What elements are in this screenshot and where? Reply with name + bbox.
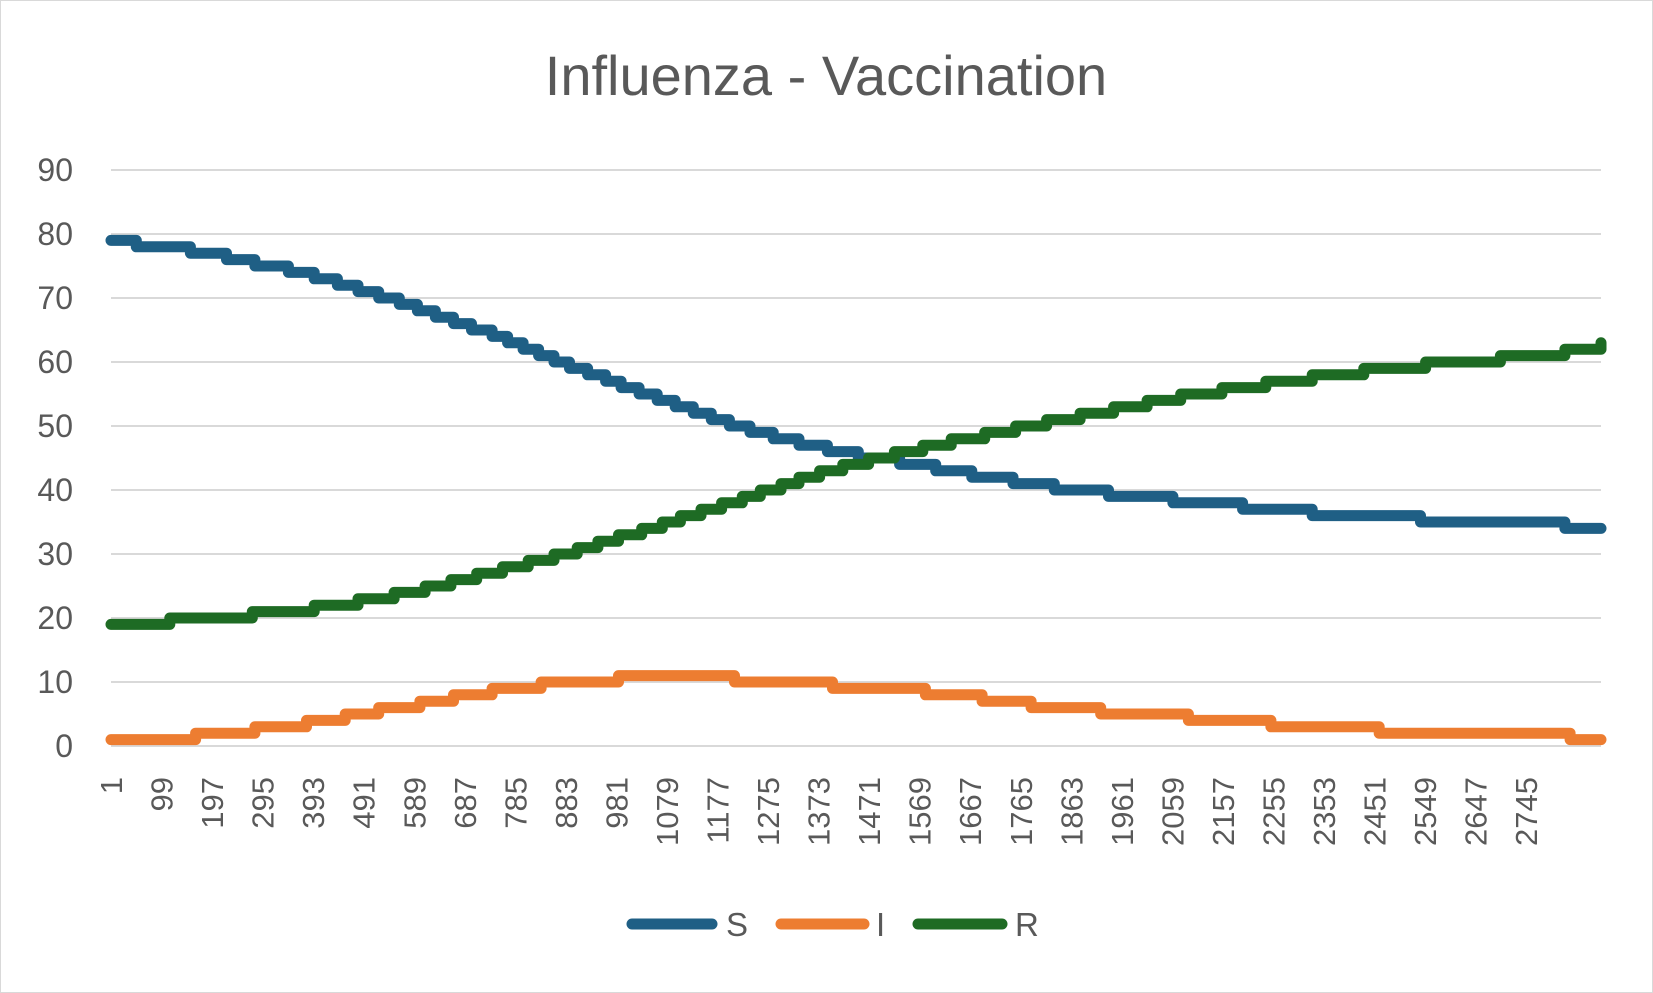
- legend-label-R: R: [1015, 906, 1039, 943]
- x-tick-label-295: 295: [246, 777, 281, 829]
- y-tick-label-0: 0: [55, 728, 73, 764]
- x-tick-label-981: 981: [599, 777, 634, 829]
- y-tick-label-60: 60: [37, 344, 73, 380]
- x-axis-tick-labels: 1 99 197 295 393 491 589 687 785 883 981 1079 1177 12…: [94, 777, 1544, 846]
- x-tick-label-2451: 2451: [1358, 777, 1393, 846]
- y-axis-tick-labels: 0 10 20 30 40 50 60 70 80 90: [37, 152, 73, 764]
- x-tick-label-197: 197: [195, 777, 230, 829]
- x-tick-label-1373: 1373: [802, 777, 837, 846]
- x-tick-label-1667: 1667: [953, 777, 988, 846]
- x-tick-label-883: 883: [549, 777, 584, 829]
- x-tick-label-1: 1: [94, 777, 129, 794]
- x-tick-label-1863: 1863: [1054, 777, 1089, 846]
- x-tick-label-1471: 1471: [852, 777, 887, 846]
- legend-label-S: S: [726, 906, 748, 943]
- x-tick-label-785: 785: [498, 777, 533, 829]
- x-tick-label-1765: 1765: [1004, 777, 1039, 846]
- series-line-S: [105, 234, 1607, 534]
- x-tick-label-2157: 2157: [1206, 777, 1241, 846]
- chart-title: Influenza - Vaccination: [545, 44, 1107, 107]
- x-tick-label-2647: 2647: [1459, 777, 1494, 846]
- x-tick-label-1079: 1079: [650, 777, 685, 846]
- x-tick-label-99: 99: [145, 777, 180, 811]
- x-tick-label-1177: 1177: [701, 777, 736, 844]
- x-tick-label-1961: 1961: [1105, 777, 1140, 846]
- y-tick-label-30: 30: [37, 536, 73, 572]
- y-tick-label-90: 90: [37, 152, 73, 188]
- y-tick-label-40: 40: [37, 472, 73, 508]
- legend-label-I: I: [876, 906, 885, 943]
- gridlines: [111, 169, 1601, 747]
- x-tick-label-687: 687: [448, 777, 483, 829]
- x-tick-label-2059: 2059: [1155, 777, 1190, 846]
- x-tick-label-491: 491: [347, 777, 382, 829]
- x-tick-label-2255: 2255: [1256, 777, 1291, 846]
- y-tick-label-20: 20: [37, 600, 73, 636]
- x-tick-label-2745: 2745: [1509, 777, 1544, 846]
- series-line-R: [105, 337, 1607, 630]
- x-tick-label-2353: 2353: [1307, 777, 1342, 846]
- y-tick-label-80: 80: [37, 216, 73, 252]
- x-tick-label-589: 589: [397, 777, 432, 829]
- x-tick-label-393: 393: [296, 777, 331, 829]
- series-lines: [105, 234, 1607, 746]
- x-tick-label-1275: 1275: [751, 777, 786, 846]
- series-line-I: [105, 670, 1607, 746]
- y-tick-label-70: 70: [37, 280, 73, 316]
- y-tick-label-10: 10: [37, 664, 73, 700]
- x-tick-label-1569: 1569: [903, 777, 938, 846]
- x-tick-label-2549: 2549: [1408, 777, 1443, 846]
- y-tick-label-50: 50: [37, 408, 73, 444]
